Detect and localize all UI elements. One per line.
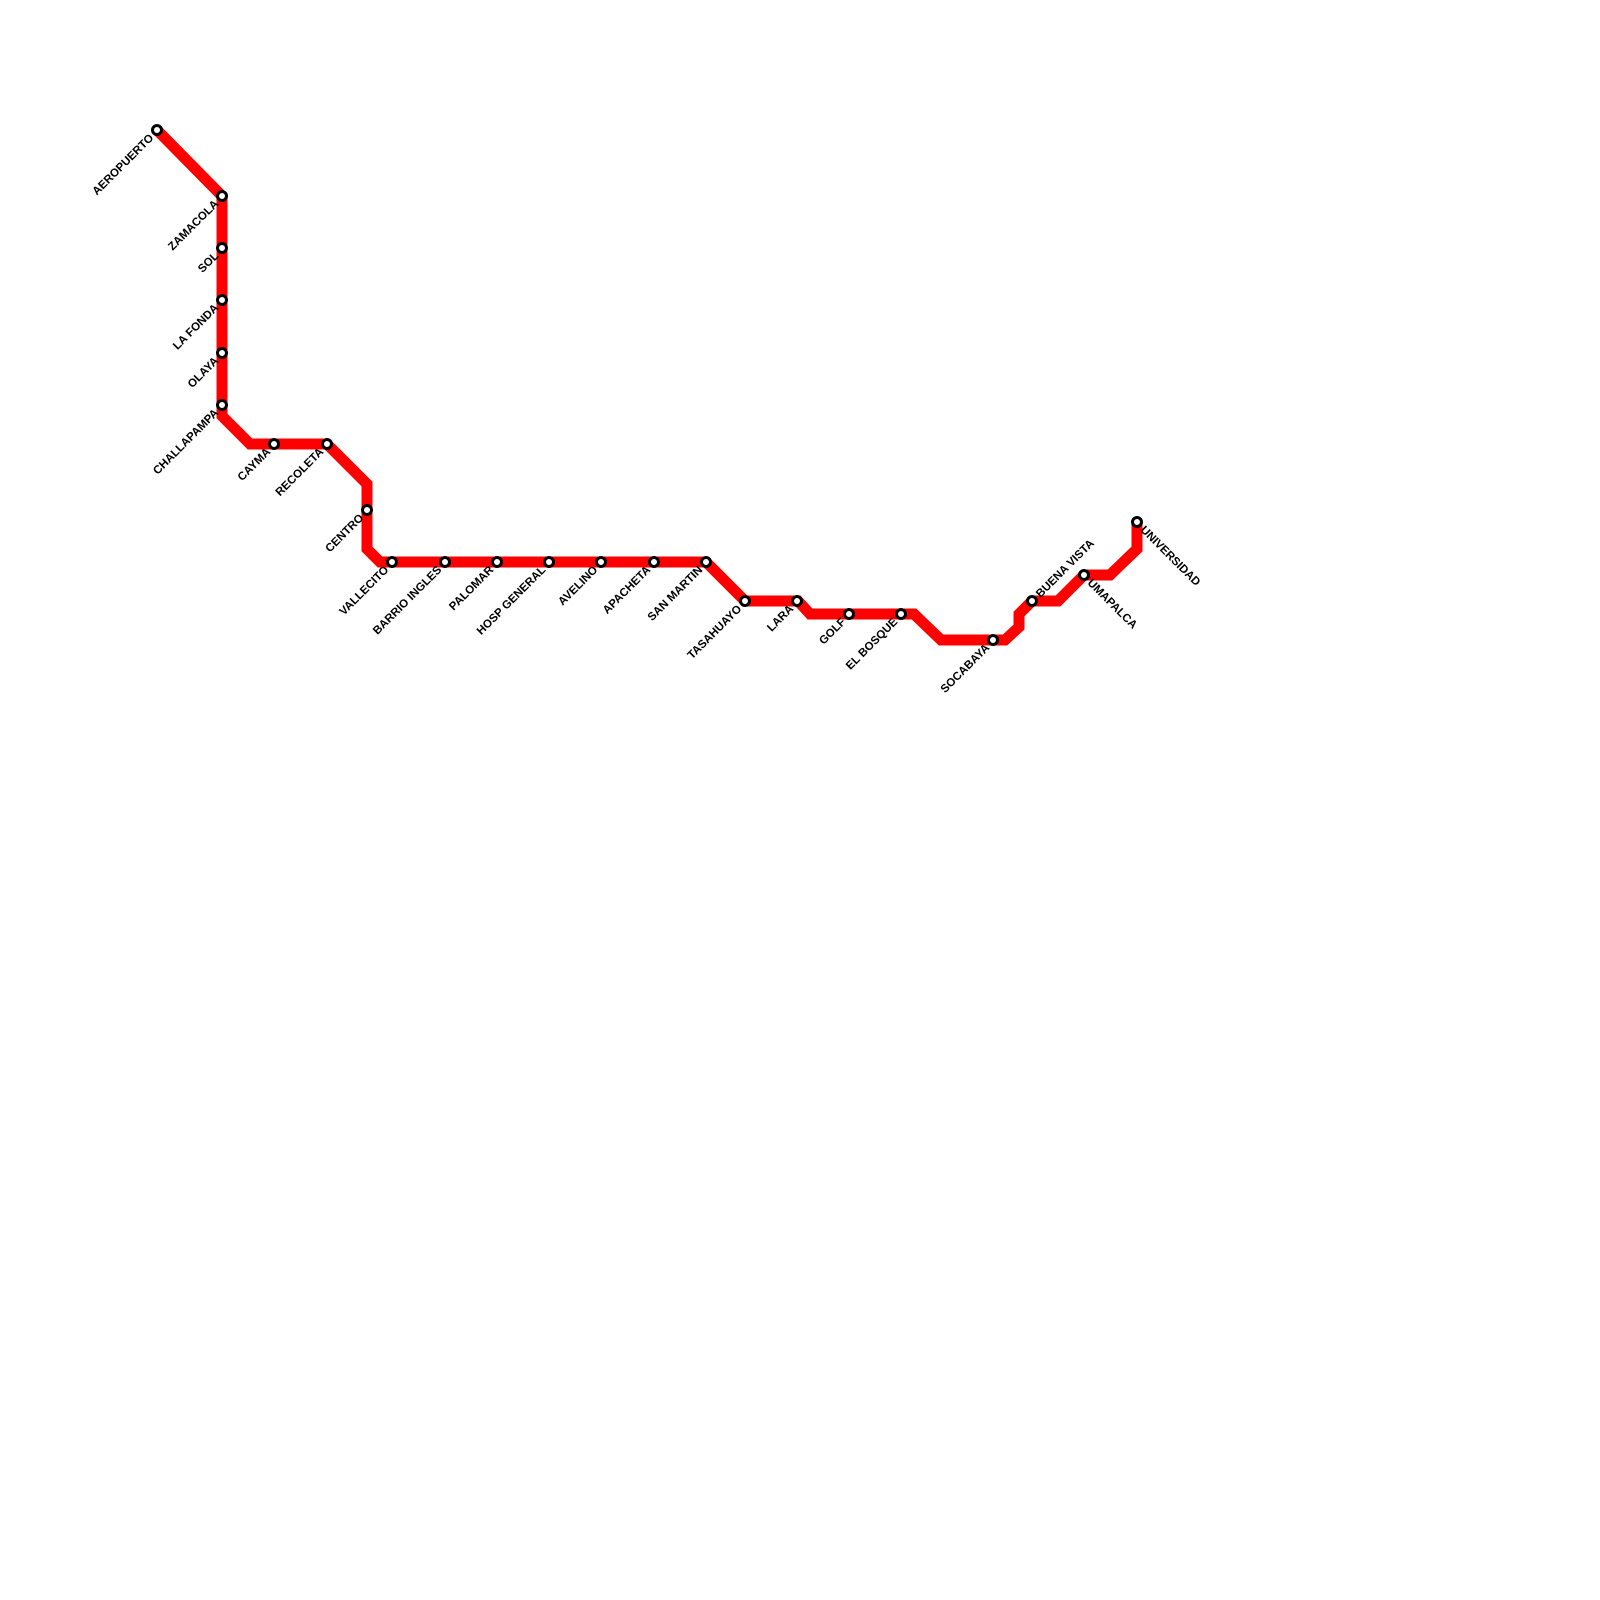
station[interactable]: TASAHUAYO: [686, 595, 751, 662]
station-label: UMAPALCA: [1085, 577, 1139, 631]
station-marker[interactable]: [843, 608, 855, 620]
station-marker[interactable]: [1026, 595, 1038, 607]
station-marker[interactable]: [1131, 516, 1143, 528]
station-marker[interactable]: [386, 556, 398, 568]
station-label: CHALLAPAMPA: [151, 407, 221, 477]
station-label: CAYMA: [236, 446, 274, 484]
station-marker[interactable]: [987, 634, 999, 646]
station-marker[interactable]: [216, 242, 228, 254]
station-label: VALLECITO: [337, 564, 391, 618]
station-label: TASAHUAYO: [686, 603, 745, 662]
station[interactable]: CHALLAPAMPA: [151, 399, 228, 478]
station-label: LA FONDA: [171, 302, 221, 352]
station-label: AVELINO: [556, 564, 600, 608]
station-marker[interactable]: [491, 556, 503, 568]
station-marker[interactable]: [216, 347, 228, 359]
station-label: EL BOSQUE: [844, 616, 900, 672]
station-marker[interactable]: [361, 504, 373, 516]
station-label: CENTRO: [323, 512, 366, 555]
station-label: PALOMAR: [447, 564, 496, 613]
station-marker[interactable]: [216, 190, 228, 202]
station[interactable]: UNIVERSIDAD: [1131, 516, 1203, 589]
station-label: AEROPUERTO: [91, 132, 157, 198]
station-label: RECOLETA: [274, 446, 327, 499]
station-marker[interactable]: [151, 124, 163, 136]
station-marker[interactable]: [895, 608, 907, 620]
station-label: SAN MARTIN: [646, 564, 706, 624]
metro-line: [151, 124, 1143, 646]
station-label: ZAMACOLA: [166, 198, 221, 253]
station-marker[interactable]: [1078, 569, 1090, 581]
station-marker[interactable]: [739, 595, 751, 607]
station-label: LARA: [765, 603, 796, 634]
station-label: OLAYA: [186, 355, 221, 390]
station-marker[interactable]: [700, 556, 712, 568]
station-marker[interactable]: [595, 556, 607, 568]
station-marker[interactable]: [648, 556, 660, 568]
station-label: UNIVERSIDAD: [1138, 524, 1203, 589]
station-marker[interactable]: [268, 438, 280, 450]
station[interactable]: AEROPUERTO: [91, 124, 163, 198]
station-label: GOLF: [817, 616, 848, 647]
station-marker[interactable]: [439, 556, 451, 568]
station-marker[interactable]: [321, 438, 333, 450]
station-marker[interactable]: [791, 595, 803, 607]
station-label: SOCABAYA: [939, 642, 993, 696]
station-marker[interactable]: [216, 399, 228, 411]
station-label: APACHETA: [601, 564, 653, 616]
station-marker[interactable]: [216, 294, 228, 306]
station-marker[interactable]: [543, 556, 555, 568]
